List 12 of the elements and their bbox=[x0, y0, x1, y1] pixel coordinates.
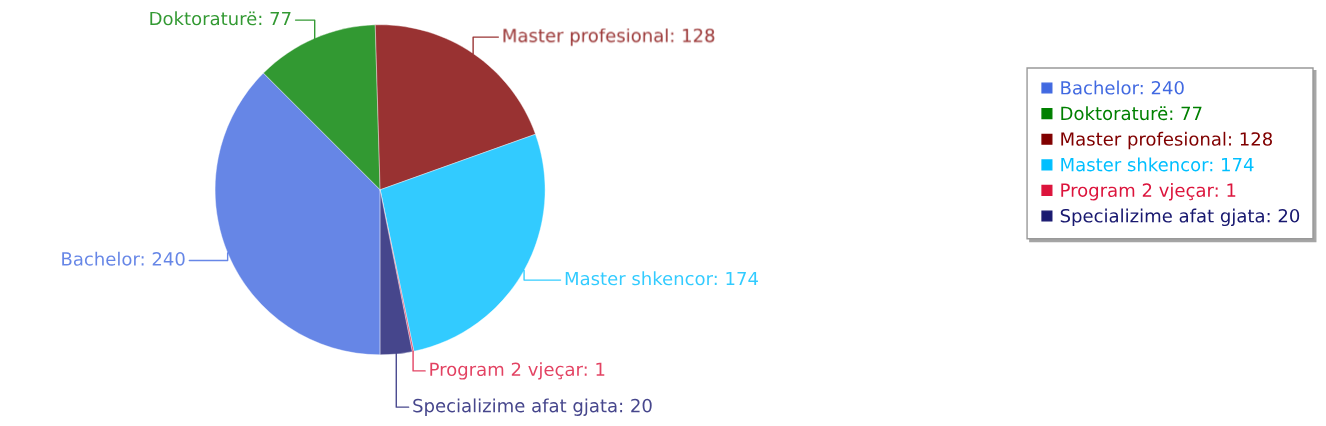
slice-label: Master profesional: 128 bbox=[503, 28, 715, 46]
legend-label: Program 2 vjeçar: 1 bbox=[1061, 183, 1236, 201]
slice-label: Specializime afat gjata: 20 bbox=[413, 398, 652, 416]
slice-label: Bachelor: 240 bbox=[62, 251, 185, 266]
legend-label: Bachelor: 240 bbox=[1061, 80, 1184, 95]
legend-label: Doktoraturë: 77 bbox=[1061, 106, 1202, 121]
legend-label: Specializime afat gjata: 20 bbox=[1060, 208, 1300, 227]
slice-label: Doktoraturë: 77 bbox=[150, 11, 291, 26]
legend-label: Master profesional: 128 bbox=[1061, 131, 1272, 150]
legend-label: Master shkencor: 174 bbox=[1061, 157, 1254, 172]
slice-label: Program 2 vjeçar: 1 bbox=[430, 362, 605, 380]
slice-label: Master shkencor: 174 bbox=[565, 271, 758, 286]
